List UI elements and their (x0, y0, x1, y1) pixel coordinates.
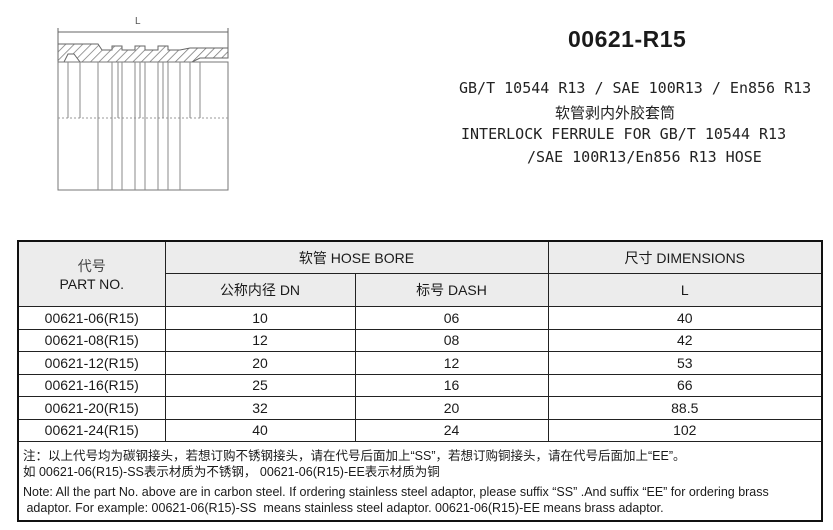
cell-dash: 12 (354, 351, 549, 375)
cell-l: 102 (547, 418, 823, 442)
cell-dn: 32 (164, 396, 356, 420)
cell-l: 88.5 (547, 396, 823, 420)
cell-dn: 40 (164, 418, 356, 442)
note-en-1: Note: All the part No. above are in carb… (23, 485, 769, 499)
header-part-cn: 代号 (77, 258, 106, 274)
cell-dn: 20 (164, 351, 356, 375)
table-row: 00621-24(R15) 40 24 102 (17, 418, 823, 442)
cell-l: 42 (547, 328, 823, 352)
table-row: 00621-06(R15) 10 06 40 (17, 306, 823, 330)
cell-part: 00621-20(R15) (17, 396, 166, 420)
cell-dn: 12 (164, 328, 356, 352)
note-en-2: adaptor. For example: 00621-06(R15)-SS m… (23, 501, 664, 515)
cell-l: 66 (547, 373, 823, 397)
product-name-en-1: INTERLOCK FERRULE FOR GB/T 10544 R13 (461, 125, 787, 143)
header-hose-bore: 软管 HOSE BORE (164, 240, 549, 274)
cell-dash: 20 (354, 396, 549, 420)
note-cn-2: 如 00621-06(R15)-SS表示材质为不锈钢， 00621-06(R15… (23, 465, 440, 479)
table-row: 00621-20(R15) 32 20 88.5 (17, 396, 823, 420)
cell-l: 40 (547, 306, 823, 330)
standards-line: GB/T 10544 R13 / SAE 100R13 / En856 R13 (459, 79, 812, 97)
table-row: 00621-08(R15) 12 08 42 (17, 328, 823, 352)
product-name-cn: 软管剥内外胶套筒 (555, 104, 676, 122)
dimension-l-label: L (135, 16, 141, 27)
cell-dash: 06 (354, 306, 549, 330)
header-dimensions: 尺寸 DIMENSIONS (547, 240, 823, 274)
notes: 注：以上代号均为碳钢接头，若想订购不锈钢接头，请在代号后面加上“SS”，若想订购… (17, 441, 823, 522)
cell-part: 00621-16(R15) (17, 373, 166, 397)
product-title: 00621-R15 (568, 26, 687, 52)
cell-part: 00621-24(R15) (17, 418, 166, 442)
cell-dash: 24 (354, 418, 549, 442)
header-dash: 标号 DASH (354, 273, 549, 307)
cell-dash: 08 (354, 328, 549, 352)
cell-part: 00621-12(R15) (17, 351, 166, 375)
cell-part: 00621-08(R15) (17, 328, 166, 352)
cell-dash: 16 (354, 373, 549, 397)
header-l: L (547, 273, 823, 307)
product-name-en-2: /SAE 100R13/En856 R13 HOSE (527, 148, 762, 166)
cell-l: 53 (547, 351, 823, 375)
header-part-no: 代号 PART NO. (17, 240, 166, 307)
cell-part: 00621-06(R15) (17, 306, 166, 330)
header-part-en: PART NO. (59, 276, 125, 292)
ferrule-drawing: L (57, 16, 229, 191)
table-row: 00621-16(R15) 25 16 66 (17, 373, 823, 397)
cell-dn: 10 (164, 306, 356, 330)
spec-table: 代号 PART NO. 软管 HOSE BORE 尺寸 DIMENSIONS 公… (17, 240, 823, 522)
note-cn-1: 注：以上代号均为碳钢接头，若想订购不锈钢接头，请在代号后面加上“SS”，若想订购… (23, 449, 686, 463)
table-row: 00621-12(R15) 20 12 53 (17, 351, 823, 375)
header-dn: 公称内径 DN (164, 273, 356, 307)
cell-dn: 25 (164, 373, 356, 397)
